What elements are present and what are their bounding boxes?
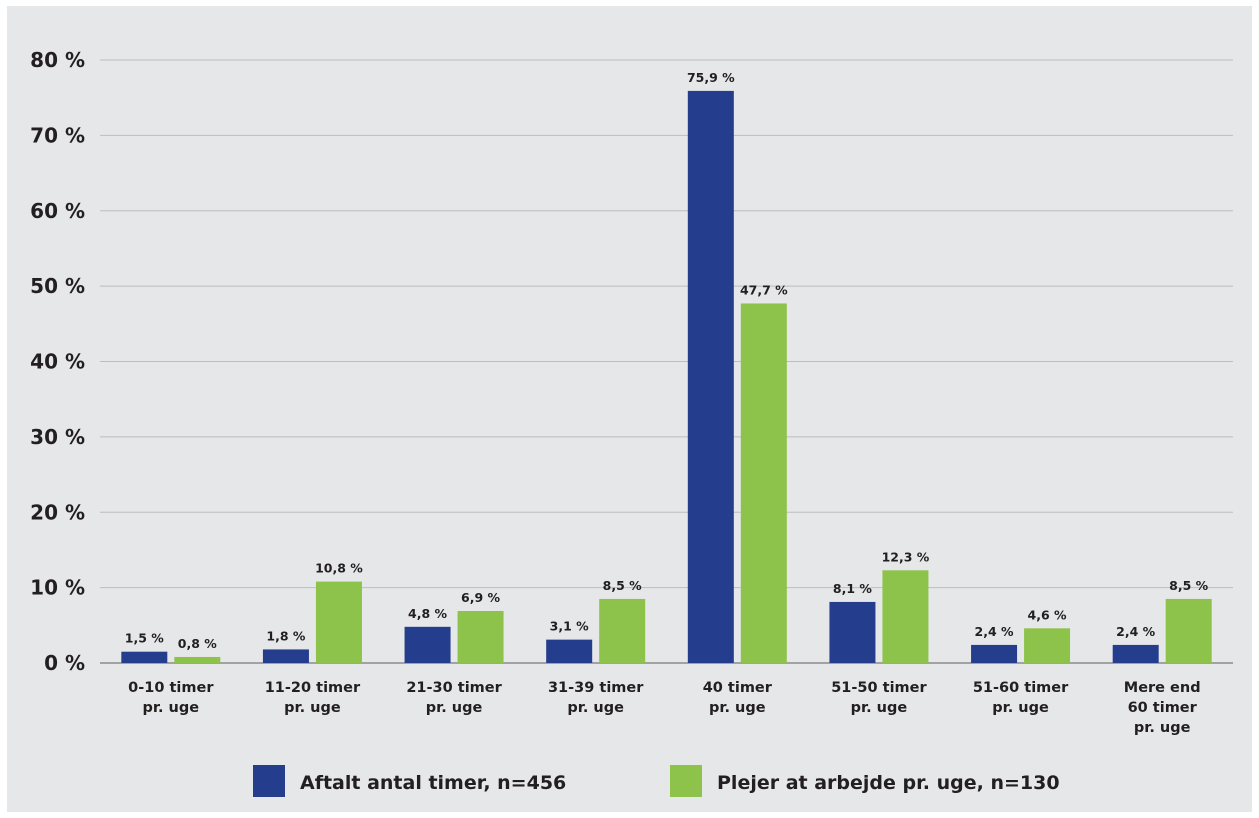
x-tick-label: pr. uge — [709, 700, 766, 716]
bar-plejer — [174, 656, 221, 663]
bar-plejer — [882, 570, 929, 663]
y-tick-label: 10 % — [30, 576, 85, 600]
x-tick-label: 40 timer — [703, 680, 773, 696]
data-label: 0,8 % — [178, 636, 217, 651]
x-tick-label: pr. uge — [851, 700, 908, 716]
data-label: 75,9 % — [687, 70, 735, 85]
data-label: 2,4 % — [1116, 624, 1155, 639]
bar-plejer — [1165, 598, 1212, 663]
legend-label: Plejer at arbejde pr. uge, n=130 — [717, 772, 1060, 794]
bar-aftalt — [1112, 644, 1159, 663]
data-label: 12,3 % — [882, 549, 930, 564]
x-tick-label: pr. uge — [567, 700, 624, 716]
legend-swatch — [253, 765, 285, 797]
x-tick-label: 51-50 timer — [831, 680, 927, 696]
bar-plejer — [740, 303, 787, 663]
x-tick-label: 21-30 timer — [406, 680, 502, 696]
bar-aftalt — [121, 651, 168, 663]
bar-plejer — [315, 581, 362, 663]
x-tick-label: pr. uge — [992, 700, 1049, 716]
bar-aftalt — [687, 90, 734, 663]
x-tick-label: 51-60 timer — [973, 680, 1069, 696]
y-tick-label: 80 % — [30, 48, 85, 72]
data-label: 2,4 % — [975, 624, 1014, 639]
y-tick-label: 40 % — [30, 350, 85, 374]
data-label: 6,9 % — [461, 590, 500, 605]
bar-plejer — [1024, 628, 1071, 663]
x-tick-label: Mere end — [1124, 680, 1201, 696]
y-tick-label: 50 % — [30, 274, 85, 298]
bar-aftalt — [262, 649, 309, 663]
x-tick-label: pr. uge — [143, 700, 200, 716]
bar-aftalt — [971, 644, 1018, 663]
data-label: 8,1 % — [833, 581, 872, 596]
data-label: 4,6 % — [1028, 607, 1067, 622]
legend-swatch — [670, 765, 702, 797]
data-label: 4,8 % — [408, 606, 447, 621]
bar-plejer — [599, 598, 646, 663]
y-tick-label: 70 % — [30, 123, 85, 147]
legend-label: Aftalt antal timer, n=456 — [300, 772, 566, 794]
x-tick-label: pr. uge — [1134, 720, 1191, 736]
x-tick-label: 31-39 timer — [548, 680, 644, 696]
x-tick-label: 60 timer — [1128, 700, 1198, 716]
bar-aftalt — [829, 601, 876, 663]
data-label: 8,5 % — [1169, 578, 1208, 593]
x-tick-label: 11-20 timer — [265, 680, 361, 696]
data-label: 3,1 % — [550, 619, 589, 634]
data-label: 1,8 % — [266, 628, 305, 643]
y-tick-label: 60 % — [30, 199, 85, 223]
bar-aftalt — [546, 639, 593, 663]
y-tick-label: 0 % — [44, 651, 85, 675]
chart-background — [7, 6, 1252, 812]
x-tick-label: pr. uge — [284, 700, 341, 716]
bar-aftalt — [404, 626, 451, 663]
y-tick-label: 20 % — [30, 500, 85, 524]
data-label: 8,5 % — [603, 578, 642, 593]
y-tick-label: 30 % — [30, 425, 85, 449]
x-tick-label: 0-10 timer — [128, 680, 214, 696]
data-label: 1,5 % — [125, 631, 164, 646]
data-label: 47,7 % — [740, 282, 788, 297]
bar-plejer — [457, 610, 504, 663]
data-label: 10,8 % — [315, 561, 363, 576]
x-tick-label: pr. uge — [426, 700, 483, 716]
